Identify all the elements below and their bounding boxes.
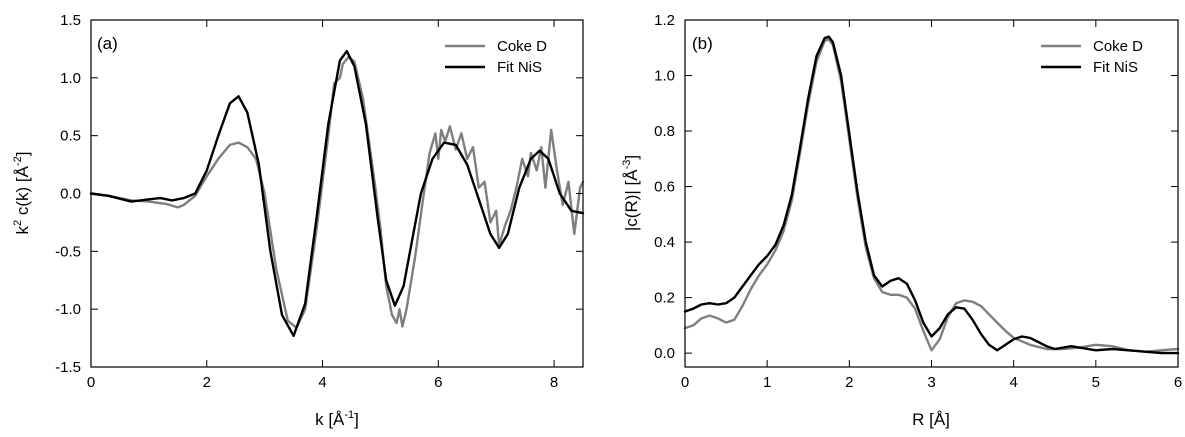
panel-b-series-group — [683, 35, 1180, 355]
panel-a-x-tick-label: 6 — [434, 374, 442, 391]
panel-b-series-fit-nis — [683, 35, 1180, 355]
panel-a-y-tick-label: -1.5 — [55, 359, 81, 376]
panel-b-x-tick-label: 5 — [1092, 374, 1100, 391]
panel-b-x-tick-label: 6 — [1174, 374, 1182, 391]
panel-a-y-tick-label: 1.0 — [60, 70, 81, 87]
panel-a-chi-k: 0 2 4 6 8 -1.5 -1.0 -0.5 0.0 0.5 1.0 1.5 (a) Coke D… — [12, 12, 585, 429]
panel-a-series-group — [89, 50, 585, 337]
panel-b-y-tick-label: 0.2 — [654, 290, 675, 307]
panel-a-legend: Coke D Fit NiS — [445, 38, 547, 76]
panel-a-axes: 0 2 4 6 8 -1.5 -1.0 -0.5 0.0 0.5 1.0 1.5 — [55, 12, 583, 391]
panel-a-y-tick-label: 1.5 — [60, 12, 81, 29]
panel-b-legend-label-coke-d: Coke D — [1093, 38, 1143, 55]
panel-a-x-axis-title: k [Å-1] — [315, 409, 359, 429]
panel-a-series-coke-d — [89, 55, 585, 329]
panel-b-series-coke-d — [683, 38, 1180, 353]
panel-a-y-tick-label: -0.5 — [55, 243, 81, 260]
panel-b-y-tick-label: 1.0 — [654, 68, 675, 85]
panel-b-y-tick-label: 0.8 — [654, 123, 675, 140]
panel-b-y-axis-title: |c(R)| [Å-3] — [621, 155, 641, 231]
panel-b-axes: 0 1 2 3 4 5 6 0.0 0.2 0.4 0.6 0.8 1.0 1.2 — [654, 12, 1182, 391]
panel-b-label: (b) — [692, 34, 713, 53]
panel-a-series-fit-nis — [89, 50, 585, 337]
panel-b-x-tick-label: 3 — [927, 374, 935, 391]
panel-b-y-tick-label: 1.2 — [654, 12, 675, 29]
panel-a-x-tick-label: 4 — [318, 374, 326, 391]
panel-b-x-tick-label: 1 — [763, 374, 771, 391]
panel-a-y-tick-label: 0.5 — [60, 128, 81, 145]
panel-b-y-tick-label: 0.4 — [654, 234, 675, 251]
panel-a-x-tick-label: 8 — [550, 374, 558, 391]
panel-a-y-tick-label: -1.0 — [55, 301, 81, 318]
panel-b-x-axis-title: R [Å] — [912, 410, 950, 429]
panel-b-y-tick-label: 0.0 — [654, 345, 675, 362]
panel-a-x-tick-label: 0 — [87, 374, 95, 391]
panel-b-legend-label-fit-nis: Fit NiS — [1093, 59, 1138, 76]
panel-b-x-tick-label: 4 — [1009, 374, 1017, 391]
panel-a-legend-label-coke-d: Coke D — [497, 38, 547, 55]
panel-b-legend: Coke D Fit NiS — [1041, 38, 1143, 76]
panel-a-y-tick-label: 0.0 — [60, 186, 81, 203]
panel-b-x-tick-label: 0 — [681, 374, 689, 391]
panel-b-x-tick-label: 2 — [845, 374, 853, 391]
panel-b-chi-r: 0 1 2 3 4 5 6 0.0 0.2 0.4 0.6 0.8 1.0 1.2 (b) Coke D … — [621, 12, 1182, 429]
panel-a-legend-label-fit-nis: Fit NiS — [497, 59, 542, 76]
panel-a-y-axis-title: k2 c(k) [Å-2] — [12, 152, 32, 235]
panel-a-label: (a) — [97, 34, 118, 53]
panel-a-x-tick-label: 2 — [203, 374, 211, 391]
panel-b-y-tick-label: 0.6 — [654, 179, 675, 196]
